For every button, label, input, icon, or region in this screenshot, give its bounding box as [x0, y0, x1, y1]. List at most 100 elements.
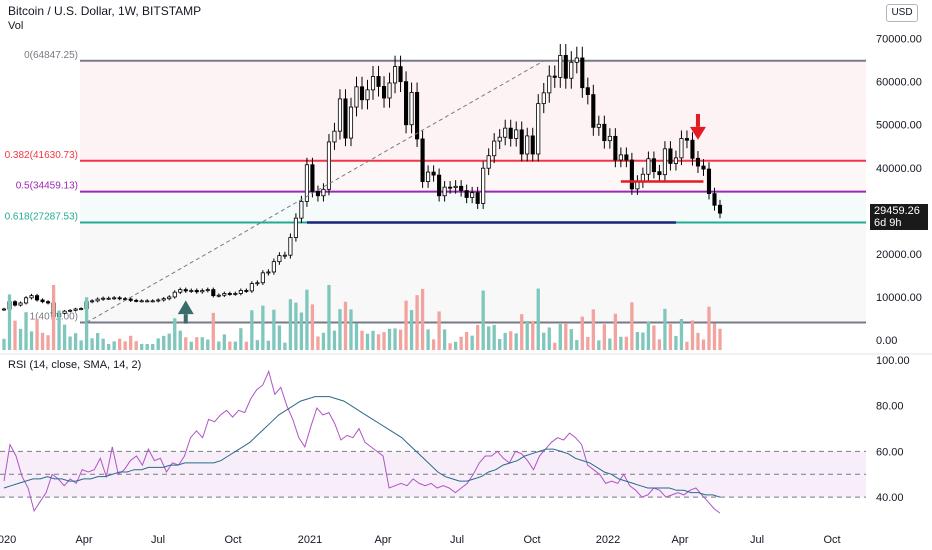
volume-bar — [520, 314, 524, 350]
candle-body — [453, 185, 458, 188]
price-tick-label: 50000.00 — [876, 120, 922, 132]
candle-body — [216, 294, 221, 297]
volume-bar — [29, 331, 34, 350]
candle-body — [337, 98, 343, 132]
volume-bar — [514, 333, 518, 350]
candle-body — [558, 55, 563, 78]
volume-bar — [591, 309, 595, 350]
candle-body — [365, 89, 370, 101]
up-arrow-icon — [177, 300, 194, 315]
rsi-pane[interactable] — [0, 369, 866, 514]
candle-body — [574, 57, 579, 63]
volume-bar — [580, 316, 584, 350]
candle-body — [426, 171, 431, 182]
candle-body — [117, 297, 122, 300]
volume-bar — [343, 301, 348, 350]
candle-body — [387, 82, 392, 99]
candle-body — [409, 92, 414, 126]
volume-bar — [90, 338, 94, 350]
candle-body — [668, 148, 673, 164]
candle-body — [651, 158, 656, 173]
candle-body — [712, 193, 717, 206]
trend-line — [86, 60, 545, 323]
volume-bar — [134, 341, 138, 350]
fib-zone-618-1 — [80, 222, 866, 323]
candle-body — [607, 135, 612, 142]
price-tick-label: 10000.00 — [876, 292, 922, 304]
candle-body — [304, 164, 309, 202]
candle-body — [420, 138, 425, 182]
candle-body — [684, 138, 690, 141]
volume-bar — [95, 333, 100, 350]
volume-bar — [250, 310, 254, 350]
time-tick-label: Oct — [523, 534, 540, 546]
candle-body — [585, 87, 590, 95]
fib-zone-0-382 — [80, 60, 866, 161]
candle-body — [662, 148, 667, 176]
candle-body — [293, 217, 298, 238]
volume-bar — [349, 309, 353, 350]
candle-body — [470, 192, 475, 198]
candle-body — [145, 300, 150, 303]
volume-bar — [18, 328, 23, 350]
candle-body — [233, 293, 238, 295]
volume-bar — [701, 339, 706, 350]
volume-bar — [674, 336, 678, 350]
candle-body — [23, 297, 29, 304]
volume-bar — [608, 338, 612, 350]
volume-bar — [332, 330, 337, 350]
volume-bar — [404, 300, 408, 350]
volume-bar — [453, 341, 458, 350]
volume-bar — [239, 328, 243, 350]
time-tick-label: 2021 — [298, 534, 322, 546]
candle-body — [34, 295, 40, 301]
volume-bar — [255, 340, 260, 350]
price-tick-label: 60000.00 — [876, 77, 922, 89]
candle-body — [442, 186, 447, 197]
volume-bar — [558, 323, 562, 350]
volume-bar — [156, 338, 160, 350]
fib-zone-382-5 — [80, 160, 866, 192]
time-tick-label: Apr — [374, 534, 391, 546]
volume-bar — [327, 285, 331, 350]
candle-body — [398, 66, 403, 83]
rsi-tick-label: 80.00 — [876, 401, 904, 413]
price-pane[interactable]: 0(64847.25) 0.382(41630.73) 0.5(34459.13) 0… — [1, 44, 866, 350]
candle-body — [255, 282, 260, 285]
rsi-title: RSI (14, close, SMA, 14, 2) — [8, 359, 142, 371]
candle-body — [315, 191, 320, 197]
down-arrow-icon — [695, 113, 700, 127]
fib-level-label: 0.5(34459.13) — [16, 181, 78, 192]
volume-bar — [321, 332, 326, 350]
volume-bar — [228, 341, 232, 350]
candle-body — [46, 301, 51, 304]
time-tick-label: Jul — [450, 534, 464, 546]
time-tick-label: 2020 — [0, 534, 16, 546]
candle-body — [359, 86, 365, 101]
candle-body — [437, 174, 442, 197]
volume-bar — [40, 332, 45, 350]
volume-bar — [602, 324, 606, 350]
candle-body — [475, 192, 480, 204]
volume-bar — [525, 320, 529, 350]
volume-bar — [635, 331, 640, 350]
volume-bar — [189, 341, 193, 350]
candle-body — [150, 300, 155, 303]
candle-body — [134, 299, 139, 302]
candle-body — [717, 204, 723, 214]
candle-body — [354, 86, 359, 108]
volume-bar — [498, 339, 502, 350]
volume-bar — [233, 341, 237, 350]
fib-level-label: 0.382(41630.73) — [5, 150, 78, 161]
volume-bar — [57, 310, 61, 350]
currency-button[interactable]: USD — [886, 4, 918, 22]
rsi-line — [3, 369, 721, 514]
volume-bar — [283, 342, 287, 350]
candle-body — [646, 158, 651, 175]
candle-body — [18, 302, 23, 306]
chart-title: Bitcoin / U.S. Dollar, 1W, BITSTAMP — [8, 4, 202, 18]
candle-body — [205, 289, 210, 292]
candle-body — [481, 167, 486, 204]
candle-body — [536, 103, 541, 155]
